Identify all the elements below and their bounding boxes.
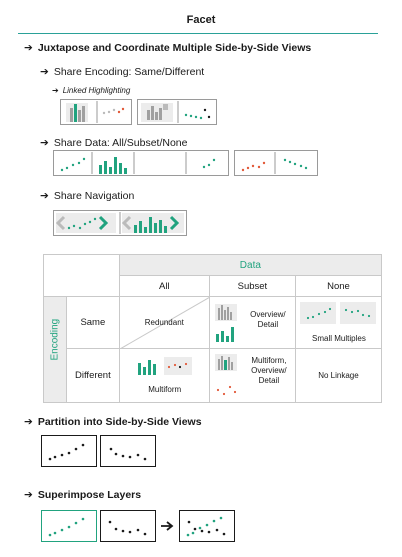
cell-different-none-label: No Linkage: [318, 371, 359, 380]
cell-same-subset-label: Overview/ Detail: [250, 310, 286, 329]
linked-highlight-b-graphic: [141, 101, 211, 123]
cell-different-subset-label: Multiform, Overview/ Detail: [251, 356, 287, 385]
share-encoding-text: Share Encoding: Same/Different: [53, 66, 205, 78]
share-encoding-heading: ➔ Share Encoding: Same/Different: [40, 66, 204, 78]
column-header-none: None: [294, 275, 383, 297]
encoding-header-text: Encoding: [49, 318, 61, 361]
share-navigation-text: Share Navigation: [53, 190, 135, 202]
share-data-text: Share Data: All/Subset/None: [53, 137, 188, 149]
title-divider: [18, 33, 378, 34]
partition-view-a-graphic: [48, 443, 85, 461]
superimpose-heading: ➔ Superimpose Layers: [24, 489, 141, 501]
layer-view-b-graphic: [108, 520, 147, 536]
data-header: Data: [118, 254, 383, 276]
page-title: Facet: [186, 14, 216, 26]
linked-highlighting-label: ➔ Linked Highlighting: [52, 86, 130, 95]
small-multiples-graphic: [299, 302, 376, 324]
arrow-icon: ➔: [52, 86, 59, 95]
layer-combined-view: [179, 510, 235, 542]
share-navigation-graphic: [55, 212, 184, 234]
circled-arrow-icon: ➔: [24, 416, 33, 428]
cell-same-all: Redundant: [118, 296, 210, 349]
superimpose-heading-text: Superimpose Layers: [37, 489, 142, 501]
share-data-b-graphic: [241, 152, 308, 174]
arrow-right-icon: [161, 521, 174, 531]
arrow-icon: ➔: [40, 190, 49, 202]
linked-highlight-view-a: [60, 99, 132, 125]
encoding-header: Encoding: [43, 296, 67, 403]
row-header-different: Different: [66, 348, 120, 403]
circled-arrow-icon: ➔: [24, 42, 33, 54]
arrow-icon: ➔: [40, 137, 49, 149]
share-navigation-view: [53, 210, 187, 236]
column-header-subset: Subset: [208, 275, 296, 297]
multiform-graphic: [137, 357, 192, 375]
juxtapose-heading-text: Juxtapose and Coordinate Multiple Side-b…: [37, 42, 312, 54]
partition-heading: ➔ Partition into Side-by-Side Views: [24, 416, 202, 428]
cell-same-none: Small Multiples: [294, 296, 383, 349]
row-header-same: Same: [66, 296, 120, 349]
cell-same-all-label: Redundant: [144, 318, 184, 327]
layer-view-b: [100, 510, 156, 542]
cell-different-all-label: Multiform: [148, 385, 182, 394]
share-data-view-b: [234, 150, 318, 176]
cell-same-none-label: Small Multiples: [312, 334, 366, 343]
cell-different-all: Multiform: [118, 348, 210, 403]
share-navigation-heading: ➔ Share Navigation: [40, 190, 134, 202]
overview-detail-graphic: [214, 304, 237, 342]
circled-arrow-icon: ➔: [24, 489, 33, 501]
layer-combined-graphic: [186, 516, 226, 537]
multiform-overview-graphic: [214, 354, 237, 396]
partition-view-b: [100, 435, 156, 467]
linked-highlighting-text: Linked Highlighting: [62, 86, 131, 95]
share-data-heading: ➔ Share Data: All/Subset/None: [40, 137, 187, 149]
juxtapose-heading: ➔ Juxtapose and Coordinate Multiple Side-…: [24, 42, 311, 54]
layer-view-a-graphic: [48, 517, 85, 537]
cell-same-subset: Overview/ Detail: [208, 296, 296, 349]
linked-highlight-a-graphic: [66, 101, 125, 123]
diagonal-rule: [119, 297, 210, 349]
matrix-corner: [43, 254, 120, 297]
arrow-icon: ➔: [40, 66, 49, 78]
cell-different-none: No Linkage: [294, 348, 383, 403]
partition-heading-text: Partition into Side-by-Side Views: [37, 416, 202, 428]
layer-view-a: [41, 510, 97, 542]
linked-highlight-view-b: [137, 99, 217, 125]
column-header-all: All: [118, 275, 210, 297]
partition-view-b-graphic: [109, 447, 147, 461]
share-data-view-a: [53, 150, 229, 176]
cell-different-subset: Multiform, Overview/ Detail: [208, 348, 296, 403]
partition-view-a: [41, 435, 97, 467]
share-data-a-graphic: [60, 152, 216, 174]
facet-matrix: Data All Subset None Encoding Same Redun…: [43, 254, 383, 403]
